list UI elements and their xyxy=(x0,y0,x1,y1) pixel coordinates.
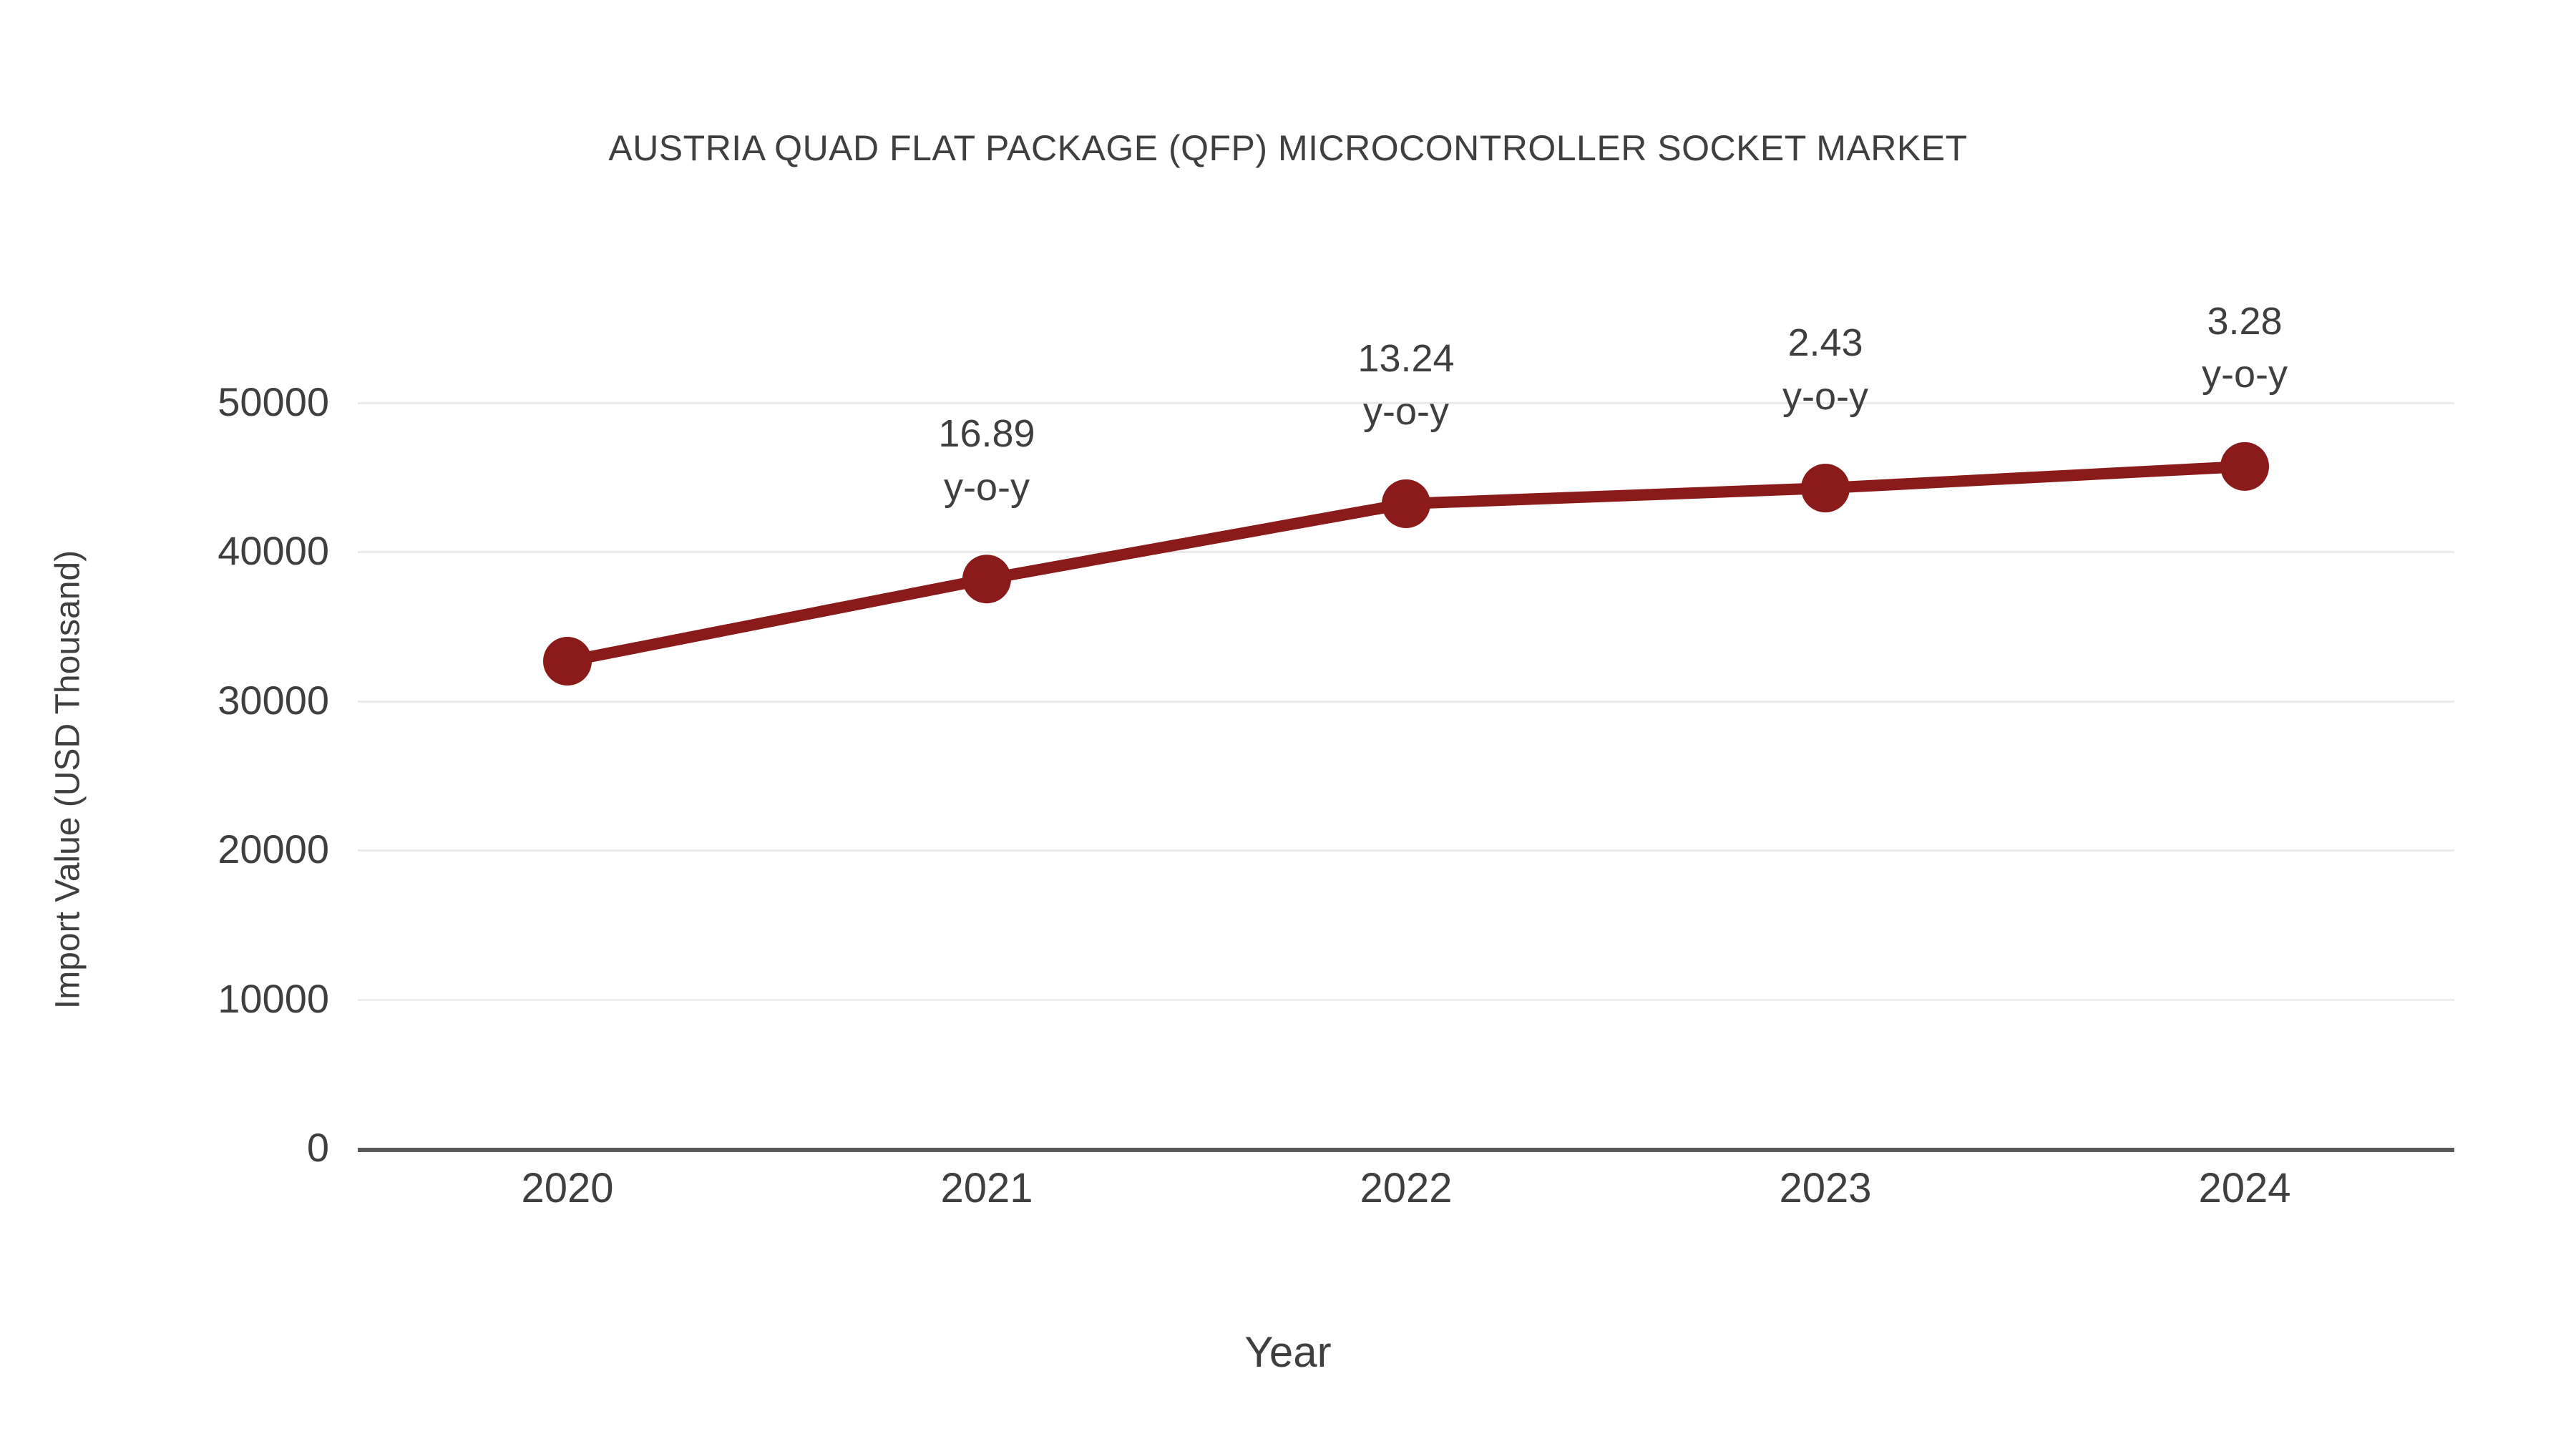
yoy-annotation-value: 13.24 xyxy=(1357,336,1455,380)
x-axis-line xyxy=(358,1148,2454,1152)
gridline xyxy=(358,401,2454,404)
gridline xyxy=(358,700,2454,703)
gridline xyxy=(358,551,2454,554)
gridline xyxy=(358,849,2454,852)
yoy-annotation: 2.43 y-o-y xyxy=(1675,316,1976,423)
yoy-annotation: 3.28 y-o-y xyxy=(2094,295,2395,401)
y-axis-title: Import Value (USD Thousand) xyxy=(49,550,87,1010)
x-tick-label: 2024 xyxy=(2198,1165,2291,1211)
y-tick-label: 20000 xyxy=(218,826,329,872)
yoy-annotation: 13.24 y-o-y xyxy=(1256,332,1556,439)
x-tick-label: 2022 xyxy=(1360,1165,1453,1211)
yoy-annotation-unit: y-o-y xyxy=(2202,353,2288,396)
plot-area xyxy=(358,372,2454,1152)
yoy-annotation-value: 2.43 xyxy=(1787,321,1863,365)
x-tick-label: 2023 xyxy=(1779,1165,1872,1211)
x-tick-label: 2020 xyxy=(521,1165,614,1211)
y-tick-label: 0 xyxy=(306,1125,329,1170)
yoy-annotation-unit: y-o-y xyxy=(1363,390,1449,434)
gridline xyxy=(358,998,2454,1001)
y-tick-label: 40000 xyxy=(218,528,329,574)
yoy-annotation-unit: y-o-y xyxy=(1782,374,1868,418)
x-tick-label: 2021 xyxy=(940,1165,1033,1211)
y-tick-label: 30000 xyxy=(218,677,329,723)
chart-title: AUSTRIA QUAD FLAT PACKAGE (QFP) MICROCON… xyxy=(608,128,1968,168)
y-tick-label: 50000 xyxy=(218,379,329,424)
yoy-annotation: 16.89 y-o-y xyxy=(836,407,1137,514)
yoy-annotation-unit: y-o-y xyxy=(944,465,1030,509)
x-axis-title: Year xyxy=(1244,1328,1332,1376)
yoy-annotation-value: 16.89 xyxy=(938,412,1035,456)
y-tick-label: 10000 xyxy=(218,975,329,1021)
yoy-annotation-value: 3.28 xyxy=(2207,299,2283,343)
